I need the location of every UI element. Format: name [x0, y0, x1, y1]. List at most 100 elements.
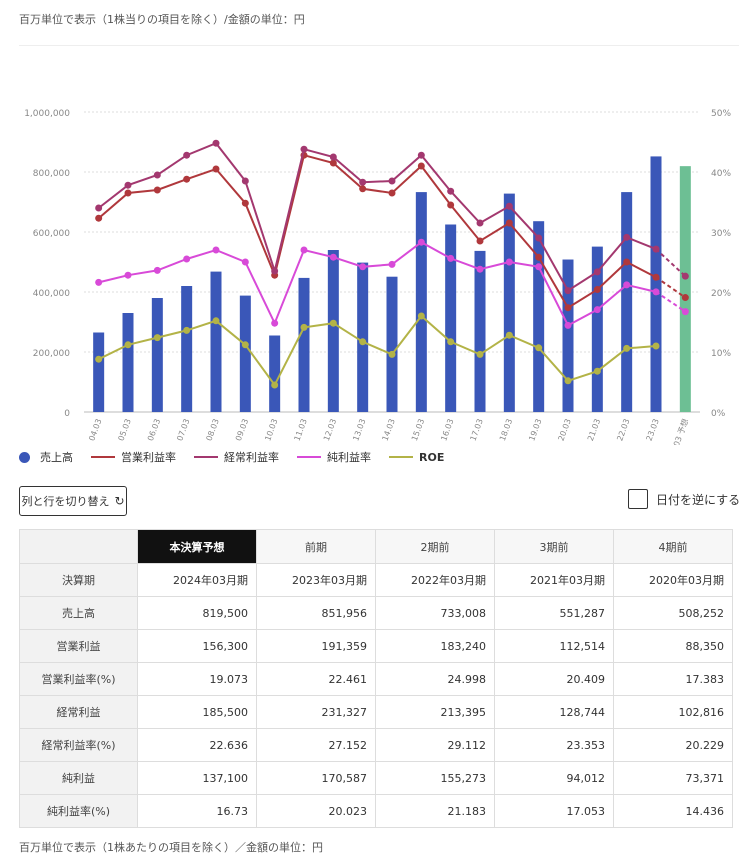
- data-point: [183, 151, 191, 159]
- data-point: [388, 350, 396, 358]
- data-point: [505, 258, 513, 266]
- y-left-tick-label: 0: [64, 409, 70, 419]
- row-label: 営業利益率(%): [19, 662, 138, 696]
- refresh-icon: ↻: [114, 494, 125, 508]
- data-point: [535, 263, 543, 271]
- data-point: [124, 341, 132, 349]
- financial-chart: 0 200,000 400,000 600,000 800,000 1,000,000 0%…: [24, 109, 731, 445]
- row-label: 営業利益: [19, 629, 138, 663]
- column-header-forecast[interactable]: 本決算予想: [137, 529, 257, 564]
- data-point: [505, 202, 513, 210]
- row-label: 純利益: [19, 761, 138, 795]
- data-point: [623, 281, 631, 289]
- table-cell: 851,956: [256, 596, 376, 630]
- x-tick-label: 18.03: [498, 418, 514, 443]
- data-point: [388, 260, 396, 268]
- chart-legend: 売上高 営業利益率 経常利益率 純利益率 ROE: [19, 449, 462, 465]
- table-cell: 2022年03月期: [375, 563, 495, 597]
- divider: [19, 45, 739, 46]
- column-header-4-periods-ago[interactable]: 4期前: [613, 529, 733, 564]
- x-tick-label: 13.03: [351, 418, 367, 443]
- data-point: [681, 272, 689, 280]
- table-cell: 20.229: [613, 728, 733, 762]
- table-row: 決算期 2024年03月期 2023年03月期 2022年03月期 2021年03月期 2…: [19, 563, 733, 597]
- bar: [357, 262, 369, 412]
- bar: [591, 246, 603, 412]
- forecast-segment: [655, 291, 686, 313]
- bar: [386, 276, 398, 412]
- table-cell: 73,371: [613, 761, 733, 795]
- column-header-previous[interactable]: 前期: [256, 529, 376, 564]
- column-header-3-periods-ago[interactable]: 3期前: [494, 529, 614, 564]
- table-cell: 551,287: [494, 596, 614, 630]
- data-point: [505, 219, 513, 227]
- table-cell: 94,012: [494, 761, 614, 795]
- row-label: 純利益率(%): [19, 794, 138, 828]
- data-point: [153, 334, 161, 342]
- reverse-date-toggle[interactable]: 日付を逆にする: [628, 489, 740, 509]
- swap-rows-columns-button[interactable]: 列と行を切り替え ↻: [19, 486, 127, 516]
- bar: [503, 193, 515, 412]
- data-point: [564, 377, 572, 385]
- financial-table-container[interactable]: 本決算予想 前期 2期前 3期前 4期前 決算期 2024年03月期 2023年03…: [19, 529, 739, 833]
- data-point: [447, 187, 455, 195]
- legend-item-op-margin[interactable]: 営業利益率: [91, 449, 176, 465]
- reverse-date-label: 日付を逆にする: [656, 492, 741, 507]
- table-cell: 155,273: [375, 761, 495, 795]
- column-header-2-periods-ago[interactable]: 2期前: [375, 529, 495, 564]
- bar: [122, 313, 134, 412]
- data-point: [95, 278, 103, 286]
- legend-item-ord-margin[interactable]: 経常利益率: [194, 449, 279, 465]
- data-point: [271, 319, 279, 327]
- table-cell: 21.183: [375, 794, 495, 828]
- reverse-date-checkbox[interactable]: [628, 489, 648, 509]
- data-point: [535, 344, 543, 352]
- legend-item-roe[interactable]: ROE: [389, 451, 444, 464]
- x-tick-label: 23.03: [645, 418, 661, 443]
- table-cell: 88,350: [613, 629, 733, 663]
- bar: [93, 332, 105, 412]
- data-point: [564, 321, 572, 329]
- legend-roe-label: ROE: [419, 450, 445, 464]
- data-point: [241, 341, 249, 349]
- x-tick-label: 16.03: [439, 418, 455, 443]
- table-cell: 2021年03月期: [494, 563, 614, 597]
- x-tick-label: 24.03 予想: [667, 417, 691, 445]
- x-tick-label: 08.03: [205, 418, 221, 443]
- x-tick-label: 15.03: [410, 418, 426, 443]
- data-point: [417, 238, 425, 246]
- data-point: [447, 254, 455, 262]
- table-cell: 156,300: [137, 629, 257, 663]
- data-point: [476, 219, 484, 227]
- data-point: [447, 201, 455, 209]
- x-tick-label: 22.03: [615, 418, 631, 443]
- data-point: [241, 258, 249, 266]
- data-point: [329, 319, 337, 327]
- legend-item-sales[interactable]: 売上高: [19, 449, 73, 465]
- data-point: [417, 312, 425, 320]
- data-point: [153, 266, 161, 274]
- row-label: 決算期: [19, 563, 138, 597]
- bar: [151, 298, 163, 412]
- row-label: 経常利益: [19, 695, 138, 729]
- data-point: [359, 178, 367, 186]
- y-left-tick-label: 800,000: [33, 169, 70, 179]
- x-tick-label: 06.03: [146, 418, 162, 443]
- data-point: [124, 271, 132, 279]
- data-point: [593, 286, 601, 294]
- legend-item-net-margin[interactable]: 純利益率: [297, 449, 371, 465]
- legend-sales-marker: [19, 451, 30, 463]
- data-point: [183, 255, 191, 263]
- x-tick-label: 04.03: [87, 418, 103, 443]
- data-point: [95, 355, 103, 363]
- bar: [181, 286, 193, 412]
- bar: [239, 295, 251, 412]
- legend-net-margin-marker: [297, 456, 321, 458]
- data-point: [124, 181, 132, 189]
- x-tick-label: 17.03: [469, 418, 485, 443]
- series-line: [98, 314, 657, 387]
- bar: [533, 221, 545, 412]
- data-point: [388, 189, 396, 197]
- x-tick-label: 20.03: [557, 418, 573, 443]
- legend-net-margin-label: 純利益率: [327, 451, 371, 464]
